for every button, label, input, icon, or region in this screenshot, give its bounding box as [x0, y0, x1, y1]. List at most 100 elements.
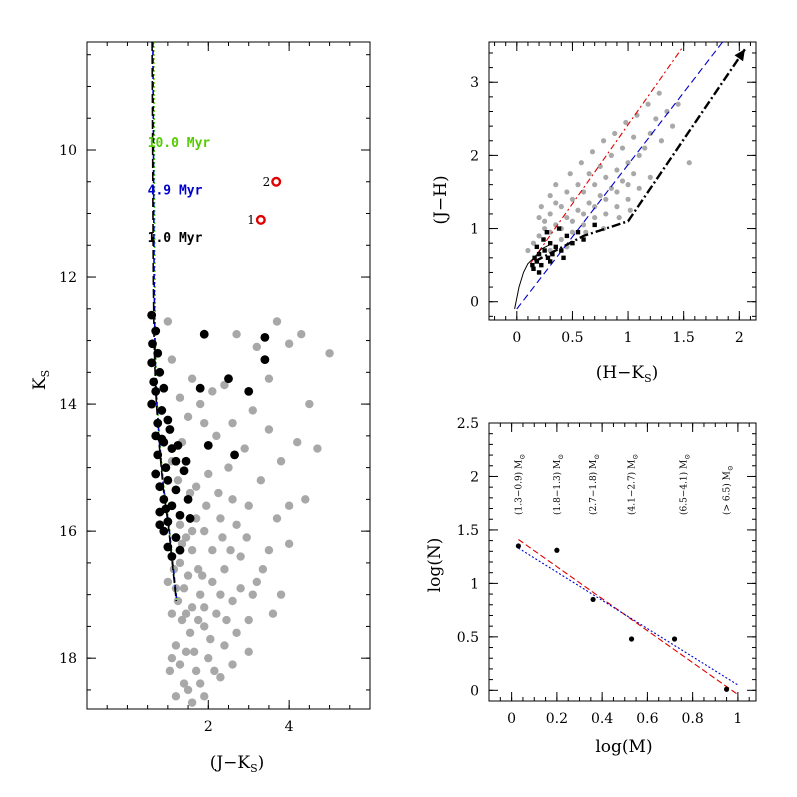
black-star-point: [153, 348, 163, 358]
black-star-point: [553, 244, 558, 250]
black-star-point: [561, 255, 566, 261]
grey-star-point: [675, 101, 681, 107]
grey-star-point: [656, 90, 662, 96]
x-tick-label: 2: [735, 330, 744, 346]
black-star-point: [159, 383, 169, 393]
grey-star-point: [200, 603, 209, 612]
grey-star-point: [564, 214, 570, 221]
black-star-point: [534, 259, 540, 264]
special-star-label: 1: [247, 213, 255, 227]
black-star-point: [224, 374, 233, 384]
black-star-point: [175, 510, 185, 520]
grey-star-point: [210, 666, 219, 676]
grey-star-point: [592, 204, 598, 210]
grey-star-point: [536, 214, 542, 221]
grey-star-point: [603, 174, 609, 180]
grey-star-point: [173, 476, 183, 485]
grey-star-point: [547, 193, 553, 199]
fit-line: [518, 547, 739, 686]
grey-star-point: [187, 374, 197, 383]
grey-star-point: [264, 374, 274, 383]
black-star-point: [536, 270, 542, 275]
grey-star-point: [264, 545, 274, 555]
black-star-point: [244, 386, 254, 396]
mf-panel: 0 0.2 0.4 0.6 0.8 100.511.522.5 (1.3−0.9) M⊙(…: [425, 416, 757, 757]
x-tick-label: 4: [285, 719, 294, 735]
black-star-point: [163, 542, 173, 552]
ccd-ylabel: (J−H): [431, 175, 451, 224]
grey-star-point: [222, 615, 231, 625]
grey-star-point: [614, 167, 620, 173]
mf-mass-ranges: (1.3−0.9) M⊙ (1.8−1.3) M⊙ (2.7−1.8) M⊙ (4.1…: [513, 454, 734, 515]
grey-star-point: [276, 457, 286, 466]
x-tick-label: 0: [512, 330, 521, 346]
grey-star-point: [200, 526, 209, 536]
grey-star-point: [193, 565, 203, 574]
black-star-point: [542, 248, 547, 253]
mf-ylabel: log(N): [425, 538, 445, 593]
black-star-point: [147, 399, 157, 409]
grey-star-point: [530, 240, 537, 246]
grey-star-point: [214, 488, 223, 498]
grey-star-point: [202, 501, 211, 510]
grey-star-point: [612, 130, 618, 137]
grey-star-point: [208, 545, 217, 555]
x-tick-label: 0.6: [636, 711, 658, 727]
mass-range-label: (> 6.5) M⊙: [722, 465, 735, 515]
grey-star-point: [216, 590, 225, 599]
legend-entry: 1.0 Myr: [148, 231, 203, 246]
grey-star-point: [179, 584, 189, 593]
y-tick-label: 0: [470, 295, 479, 311]
mass-range-label: (1.3−0.9) M⊙: [513, 454, 526, 515]
grey-star-point: [236, 584, 245, 593]
grey-star-point: [165, 666, 175, 676]
grey-star-point: [597, 163, 603, 169]
mass-range-label: (4.1−2.7) M⊙: [627, 454, 640, 515]
grey-star-point: [645, 101, 651, 107]
grey-star-point: [187, 603, 197, 612]
grey-star-point: [575, 207, 581, 213]
grey-star-point: [228, 418, 237, 428]
grey-star-point: [200, 622, 209, 631]
mass-range-label: (6.5−4.1) M⊙: [679, 454, 692, 515]
grey-star-point: [232, 628, 241, 637]
grey-star-point: [600, 138, 607, 144]
ccd-xlabel: (H−KS): [596, 363, 659, 385]
black-star-point: [161, 463, 171, 473]
black-star-point: [157, 434, 167, 444]
grey-star-point: [627, 207, 633, 213]
y-tick-label: 1: [470, 576, 479, 592]
y-tick-label: 1.5: [457, 523, 479, 539]
black-star-point: [530, 262, 535, 268]
black-star-point: [260, 332, 270, 342]
grey-star-point: [179, 679, 189, 688]
black-star-point: [161, 504, 171, 514]
grey-star-point: [301, 495, 310, 504]
grey-star-point: [276, 590, 286, 599]
mass-function-point: [628, 636, 635, 642]
grey-star-point: [232, 330, 241, 339]
grey-star-point: [200, 418, 209, 428]
y-tick-label: 12: [59, 270, 77, 286]
grey-star-point: [623, 119, 629, 126]
mass-function-point: [671, 636, 678, 642]
grey-star-point: [196, 590, 205, 599]
black-star-point: [173, 440, 183, 450]
grey-star-point: [181, 533, 191, 542]
grey-star-point: [614, 189, 620, 195]
black-star-point: [183, 494, 193, 504]
ccd-black-points: [530, 222, 597, 275]
black-star-point: [539, 262, 544, 268]
grey-star-point: [258, 565, 268, 574]
grey-star-point: [232, 520, 241, 529]
y-tick-label: 3: [470, 75, 479, 91]
grey-star-point: [212, 609, 221, 618]
grey-star-point: [586, 200, 592, 206]
grey-star-point: [597, 193, 603, 199]
grey-star-point: [248, 590, 257, 599]
black-star-point: [155, 520, 165, 530]
grey-star-point: [175, 393, 185, 402]
black-star-point: [534, 244, 540, 250]
grey-star-point: [177, 615, 187, 625]
